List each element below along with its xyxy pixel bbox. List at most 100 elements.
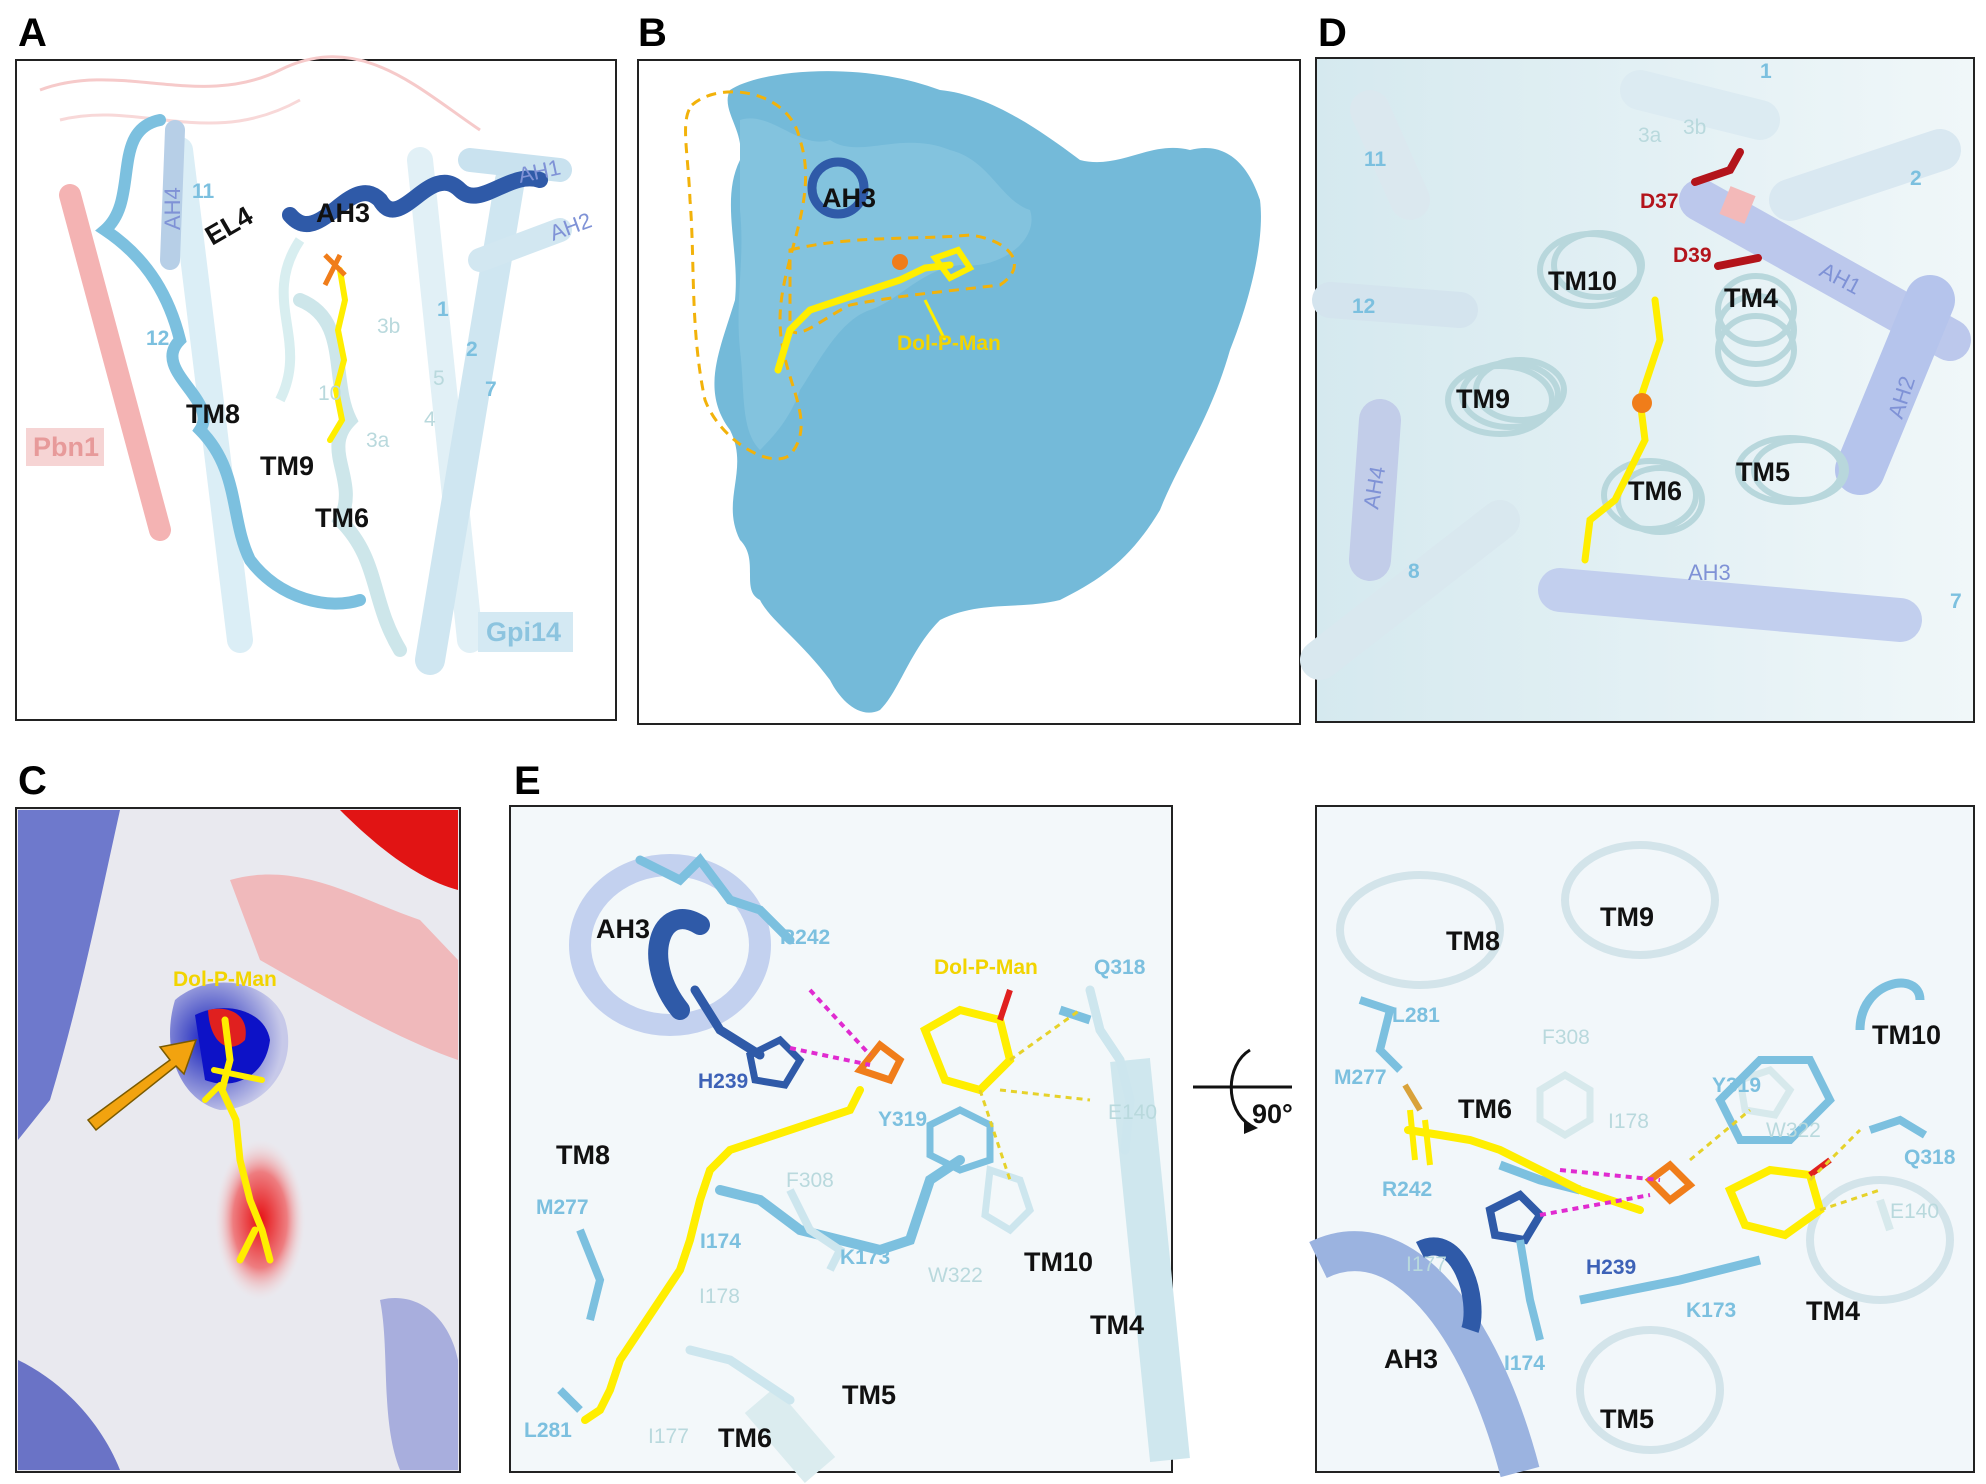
dolichol-tail-e-right — [1407, 1109, 1433, 1166]
dol-p-man-ligand-c — [218, 1016, 274, 1264]
label-k173-e-right: K173 — [1686, 1299, 1736, 1322]
tm9-coil — [1445, 357, 1567, 437]
label-d37: D37 — [1640, 190, 1679, 213]
label-i174-e-left: I174 — [700, 1230, 741, 1253]
q318-sidechain-e-right — [1868, 1115, 1928, 1139]
pbn1-helix — [59, 184, 171, 541]
positive-patch-bottom — [18, 1360, 120, 1470]
e140-sidechain-e-right — [1876, 1198, 1894, 1232]
f308-sidechain — [786, 1188, 846, 1272]
label-tm8-e-left: TM8 — [556, 1140, 610, 1170]
label-11-d: 11 — [1364, 148, 1387, 171]
label-h239-e-left: H239 — [698, 1070, 748, 1093]
label-11: 11 — [192, 180, 215, 203]
label-ah3-d: AH3 — [1688, 560, 1731, 585]
label-4: 4 — [424, 408, 436, 431]
label-ah3-e-right: AH3 — [1384, 1344, 1438, 1374]
ah1-helix — [458, 148, 572, 182]
label-10: 10 — [318, 382, 341, 405]
gpi14-tag — [478, 612, 573, 652]
label-1: 1 — [437, 298, 449, 321]
label-f308-e-left: F308 — [786, 1169, 834, 1192]
label-tm6-e-right: TM6 — [1458, 1094, 1512, 1124]
ah3-helix — [282, 170, 548, 232]
ligand-pocket-outline — [788, 233, 1016, 335]
label-m277-e-left: M277 — [536, 1196, 589, 1219]
label-tm4-d: TM4 — [1724, 283, 1778, 313]
label-1-d: 1 — [1760, 60, 1772, 83]
label-tm5-e-left: TM5 — [842, 1380, 896, 1410]
positive-patch-right — [380, 1298, 458, 1470]
hbond-magenta-e-right — [1539, 1168, 1661, 1217]
panel-letter-c: C — [18, 759, 47, 803]
label-w322-e-right: W322 — [1766, 1119, 1821, 1142]
dol-p-man-ligand-e-left — [581, 1086, 864, 1424]
panel-letter-b: B — [638, 11, 667, 55]
label-ah4: AH4 — [160, 187, 185, 230]
label-dpm-e-left: Dol-P-Man — [934, 956, 1038, 979]
label-12-d: 12 — [1352, 295, 1375, 318]
q318-e140-sidechain — [1085, 985, 1135, 1155]
label-e140-e-right: E140 — [1890, 1200, 1939, 1223]
label-y319-e-right: Y319 — [1712, 1074, 1761, 1097]
label-7: 7 — [485, 378, 497, 401]
label-tm10-e-right: TM10 — [1872, 1020, 1941, 1050]
label-rotation: 90° — [1252, 1099, 1293, 1129]
ah3-helix-e-left — [569, 854, 771, 1036]
gpi14-helix-back-1 — [167, 137, 253, 653]
label-dpm-b: Dol-P-Man — [897, 332, 1001, 355]
label-tm8: TM8 — [186, 399, 240, 429]
ah4-helix-d — [1349, 399, 1401, 581]
d37-stick — [1691, 148, 1744, 186]
label-h239-e-right: H239 — [1586, 1256, 1636, 1279]
k173-sidechain-e-right — [1579, 1255, 1762, 1305]
label-i178-e-left: I178 — [699, 1285, 740, 1308]
hbond-yellow-e-right — [1689, 1108, 1881, 1212]
i174-sidechain-e-right — [1516, 1239, 1544, 1341]
pbn1-loops — [39, 55, 481, 132]
label-tm4-e-left: TM4 — [1090, 1310, 1144, 1340]
panel-e-right-frame — [1315, 805, 1975, 1473]
w322-ring — [981, 1165, 1035, 1235]
label-i177-e-right: I177 — [1406, 1253, 1447, 1276]
l281-sidechain-e-right — [1358, 996, 1403, 1073]
ah2-helix-d — [1835, 275, 1955, 495]
tm8-helix — [95, 114, 366, 610]
dpm-pointer-b — [923, 299, 947, 341]
label-tm10-d: TM10 — [1548, 266, 1617, 296]
label-tm4-e-right: TM4 — [1806, 1296, 1860, 1326]
label-d39: D39 — [1673, 244, 1712, 267]
panel-a: A EL4 AH3 AH1 AH2 AH4 11 12 1 2 3b 3a — [15, 11, 617, 721]
label-2-d: 2 — [1910, 167, 1922, 190]
y319-ring-e-right — [1736, 1065, 1795, 1119]
helix-1-d — [1620, 70, 1780, 140]
label-tm9-d: TM9 — [1456, 384, 1510, 414]
phosphate-e-right — [1644, 1160, 1696, 1205]
y319-ring — [926, 1106, 994, 1174]
helix-11-d — [1350, 90, 1430, 220]
phosphate-b — [892, 254, 908, 270]
label-l281-e-right: L281 — [1392, 1004, 1440, 1027]
tm5-coil — [1735, 435, 1849, 505]
label-ah3-b: AH3 — [822, 183, 876, 213]
ah3-helix-e-right — [1309, 1231, 1540, 1478]
label-tm8-e-right: TM8 — [1446, 926, 1500, 956]
panel-letter-d: D — [1318, 11, 1347, 55]
label-8-d: 8 — [1408, 560, 1420, 583]
tm4-coil — [1715, 273, 1797, 387]
phosphate-d — [1632, 393, 1652, 413]
label-m277-e-right: M277 — [1334, 1066, 1387, 1089]
label-tm6-d: TM6 — [1628, 476, 1682, 506]
label-e140-e-left: E140 — [1108, 1101, 1157, 1124]
dol-p-man-ligand-d — [1581, 296, 1664, 564]
label-i177-e-left: I177 — [648, 1425, 689, 1448]
label-3a: 3a — [366, 429, 390, 452]
background-helices-e-right — [1336, 841, 1954, 1454]
label-tm5-e-right: TM5 — [1600, 1404, 1654, 1434]
d39-stick — [1714, 254, 1762, 270]
panel-b: B AH3 Dol-P-Man — [637, 11, 1301, 725]
mannose-ring-b — [930, 246, 975, 282]
negative-region-right — [230, 874, 458, 1060]
dol-p-man-ligand-b — [774, 261, 954, 374]
pbn1-tag — [26, 428, 104, 466]
